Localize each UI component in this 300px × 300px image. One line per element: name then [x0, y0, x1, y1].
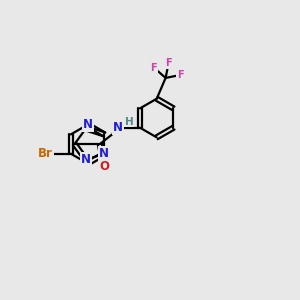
Text: F: F: [177, 70, 184, 80]
Text: F: F: [150, 62, 157, 73]
Text: H: H: [124, 117, 134, 127]
Text: O: O: [99, 160, 109, 173]
Text: Br: Br: [38, 147, 53, 160]
Text: F: F: [165, 58, 172, 68]
Text: N: N: [81, 153, 91, 166]
Text: N: N: [99, 147, 109, 160]
Text: N: N: [82, 118, 93, 131]
Text: N: N: [113, 121, 123, 134]
